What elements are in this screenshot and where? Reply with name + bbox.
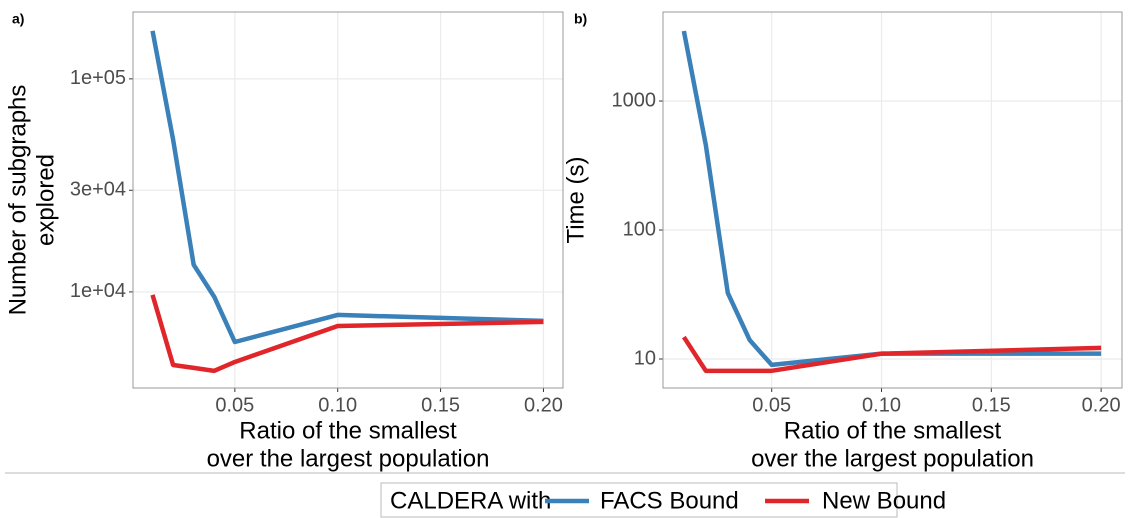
y-tick-label: 100 xyxy=(623,218,656,240)
x-tick-label: 0.15 xyxy=(421,394,460,416)
legend-label: New Bound xyxy=(822,487,946,514)
x-axis-title: over the largest population xyxy=(207,445,490,472)
y-tick-label: 1e+05 xyxy=(70,67,126,89)
x-axis-title: over the largest population xyxy=(751,445,1034,472)
panel-label: a) xyxy=(12,11,24,27)
y-axis-title: explored xyxy=(32,154,59,246)
x-tick-label: 0.05 xyxy=(215,394,254,416)
x-tick-label: 0.20 xyxy=(1082,394,1121,416)
plot-background xyxy=(663,12,1122,388)
x-tick-label: 0.10 xyxy=(318,394,357,416)
y-axis-title: Number of subgraphs xyxy=(4,85,31,316)
series-line xyxy=(150,30,544,345)
legend-box xyxy=(380,482,898,518)
legend-title: CALDERA with xyxy=(390,487,551,514)
x-tick-label: 0.15 xyxy=(972,394,1011,416)
y-tick-label: 1e+04 xyxy=(70,280,126,302)
x-axis-title: Ratio of the smallest xyxy=(784,417,1002,444)
x-tick-label: 0.05 xyxy=(752,394,791,416)
series-line xyxy=(150,294,544,374)
plot-background xyxy=(133,12,563,388)
y-tick-label: 10 xyxy=(634,347,656,369)
y-tick-label: 1000 xyxy=(612,89,657,111)
series-line xyxy=(681,335,1102,374)
x-tick-label: 0.10 xyxy=(862,394,901,416)
x-axis-title: Ratio of the smallest xyxy=(239,417,457,444)
y-tick-label: 3e+04 xyxy=(70,179,126,201)
legend-label: FACS Bound xyxy=(600,487,739,514)
panel-label: b) xyxy=(574,11,587,27)
plot-border xyxy=(662,11,1123,389)
x-tick-label: 0.20 xyxy=(524,394,563,416)
y-axis-title: Time (s) xyxy=(562,156,589,243)
plot-border xyxy=(132,11,564,389)
